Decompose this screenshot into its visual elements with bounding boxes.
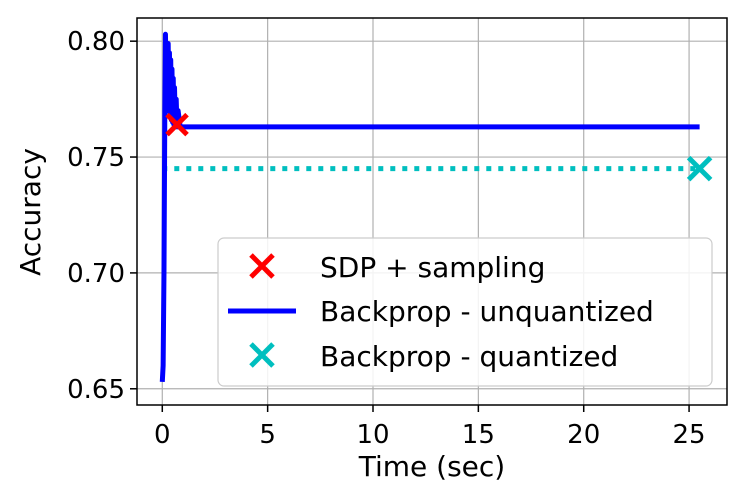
y-tick-label: 0.80 bbox=[67, 27, 125, 57]
legend-handle-quantized bbox=[249, 342, 275, 368]
series-marker-sdp bbox=[165, 112, 189, 137]
y-axis-label: Accuracy bbox=[14, 148, 47, 276]
plot-area bbox=[159, 31, 713, 382]
x-tick-label: 10 bbox=[356, 420, 389, 450]
x-axis-label: Time (sec) bbox=[358, 450, 505, 483]
grid-lines bbox=[137, 18, 727, 405]
x-tick-label: 0 bbox=[154, 420, 171, 450]
x-tick-label: 15 bbox=[462, 420, 495, 450]
y-tick-label: 0.70 bbox=[67, 259, 125, 289]
y-tick-label: 0.75 bbox=[67, 143, 125, 173]
plot-frame bbox=[136, 17, 728, 406]
x-tick-label: 25 bbox=[673, 420, 706, 450]
x-tick-label: 20 bbox=[567, 420, 600, 450]
axis-ticks: 0 5 10 15 20 25 0.65 0.70 0.75 0.80 bbox=[67, 27, 706, 450]
x-tick-label: 5 bbox=[259, 420, 276, 450]
legend: SDP + sampling Backprop - unquantized Ba… bbox=[217, 237, 713, 387]
legend-label-quantized: Backprop - quantized bbox=[320, 340, 618, 373]
series-marker-quantized bbox=[686, 155, 713, 182]
y-tick-label: 0.65 bbox=[67, 375, 125, 405]
legend-label-unquantized: Backprop - unquantized bbox=[320, 295, 654, 328]
legend-entries bbox=[228, 253, 296, 368]
legend-box bbox=[217, 237, 713, 387]
legend-label-sdp: SDP + sampling bbox=[320, 251, 545, 284]
legend-handle-sdp bbox=[249, 253, 275, 279]
